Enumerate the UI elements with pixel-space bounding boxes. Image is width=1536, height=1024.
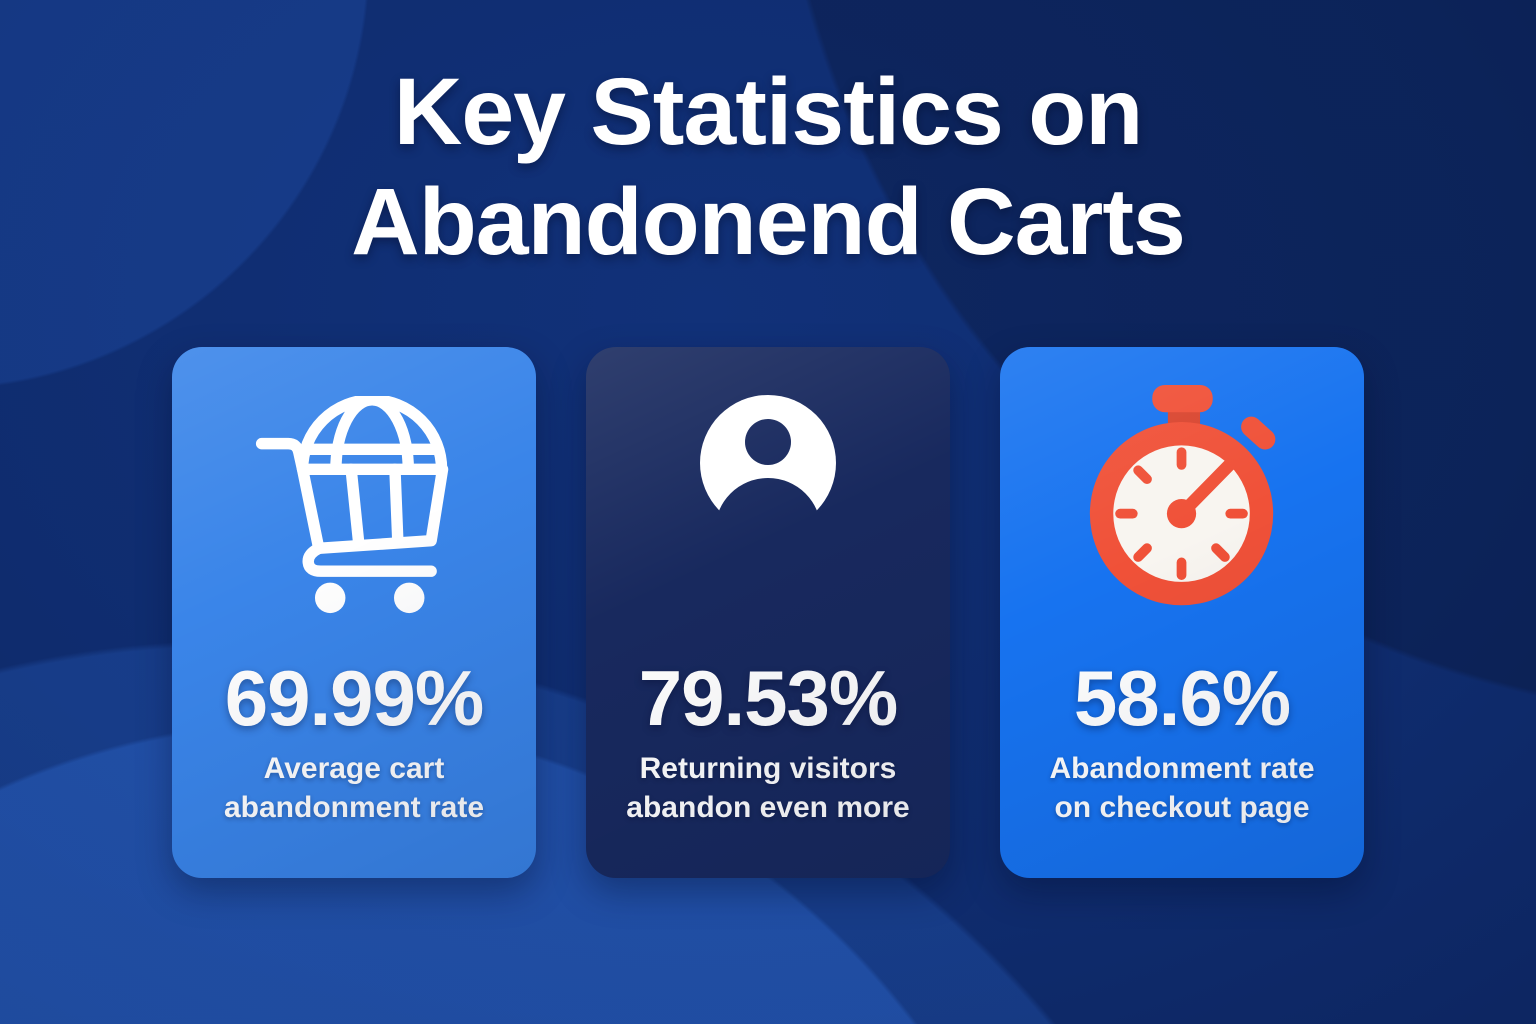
stat-label-line-2: on checkout page (1054, 791, 1310, 824)
stat-label: Returning visitors abandon even more (586, 749, 950, 827)
stopwatch-side-button (1240, 416, 1275, 450)
stat-value: 79.53% (638, 654, 899, 742)
stat-value: 58.6% (1073, 654, 1291, 742)
stopwatch-ticks (1114, 447, 1248, 580)
page-title-line-2: Abandonend Carts (351, 169, 1186, 275)
stat-label-line-2: abandon even more (626, 791, 910, 824)
page-title-line-1: Key Statistics on (393, 59, 1144, 165)
person-icon (700, 395, 836, 531)
stat-label-line-2: abandonment rate (223, 791, 485, 824)
stopwatch-center-knob (1166, 499, 1196, 529)
stopwatch-crown (1151, 384, 1213, 413)
cart-body (255, 437, 449, 577)
card-icon-zone (586, 347, 950, 659)
stat-label-line-1: Returning visitors (639, 752, 897, 785)
card-returning-visitors: 79.53% Returning visitors abandon even m… (586, 347, 950, 878)
page-title: Key Statistics on Abandonend Carts (0, 57, 1536, 277)
card-average-cart-abandonment: 69.99% Average cart abandonment rate (172, 347, 536, 878)
stopwatch-icon (1089, 384, 1275, 606)
card-icon-zone (1000, 347, 1364, 659)
card-icon-zone (172, 347, 536, 659)
globe (296, 396, 448, 470)
cart-globe-icon (255, 396, 449, 614)
stat-label-line-1: Abandonment rate (1049, 752, 1315, 785)
card-checkout-abandonment: 58.6% Abandonment rate on checkout page (1000, 347, 1364, 878)
cart-wheels (314, 582, 425, 614)
person-shape (700, 395, 836, 531)
stat-value: 69.99% (224, 654, 485, 742)
stat-label-line-1: Average cart (263, 752, 445, 785)
stat-label: Abandonment rate on checkout page (1000, 749, 1364, 827)
stat-label: Average cart abandonment rate (172, 749, 536, 827)
stat-cards-row: 69.99% Average cart abandonment rate (0, 347, 1536, 878)
